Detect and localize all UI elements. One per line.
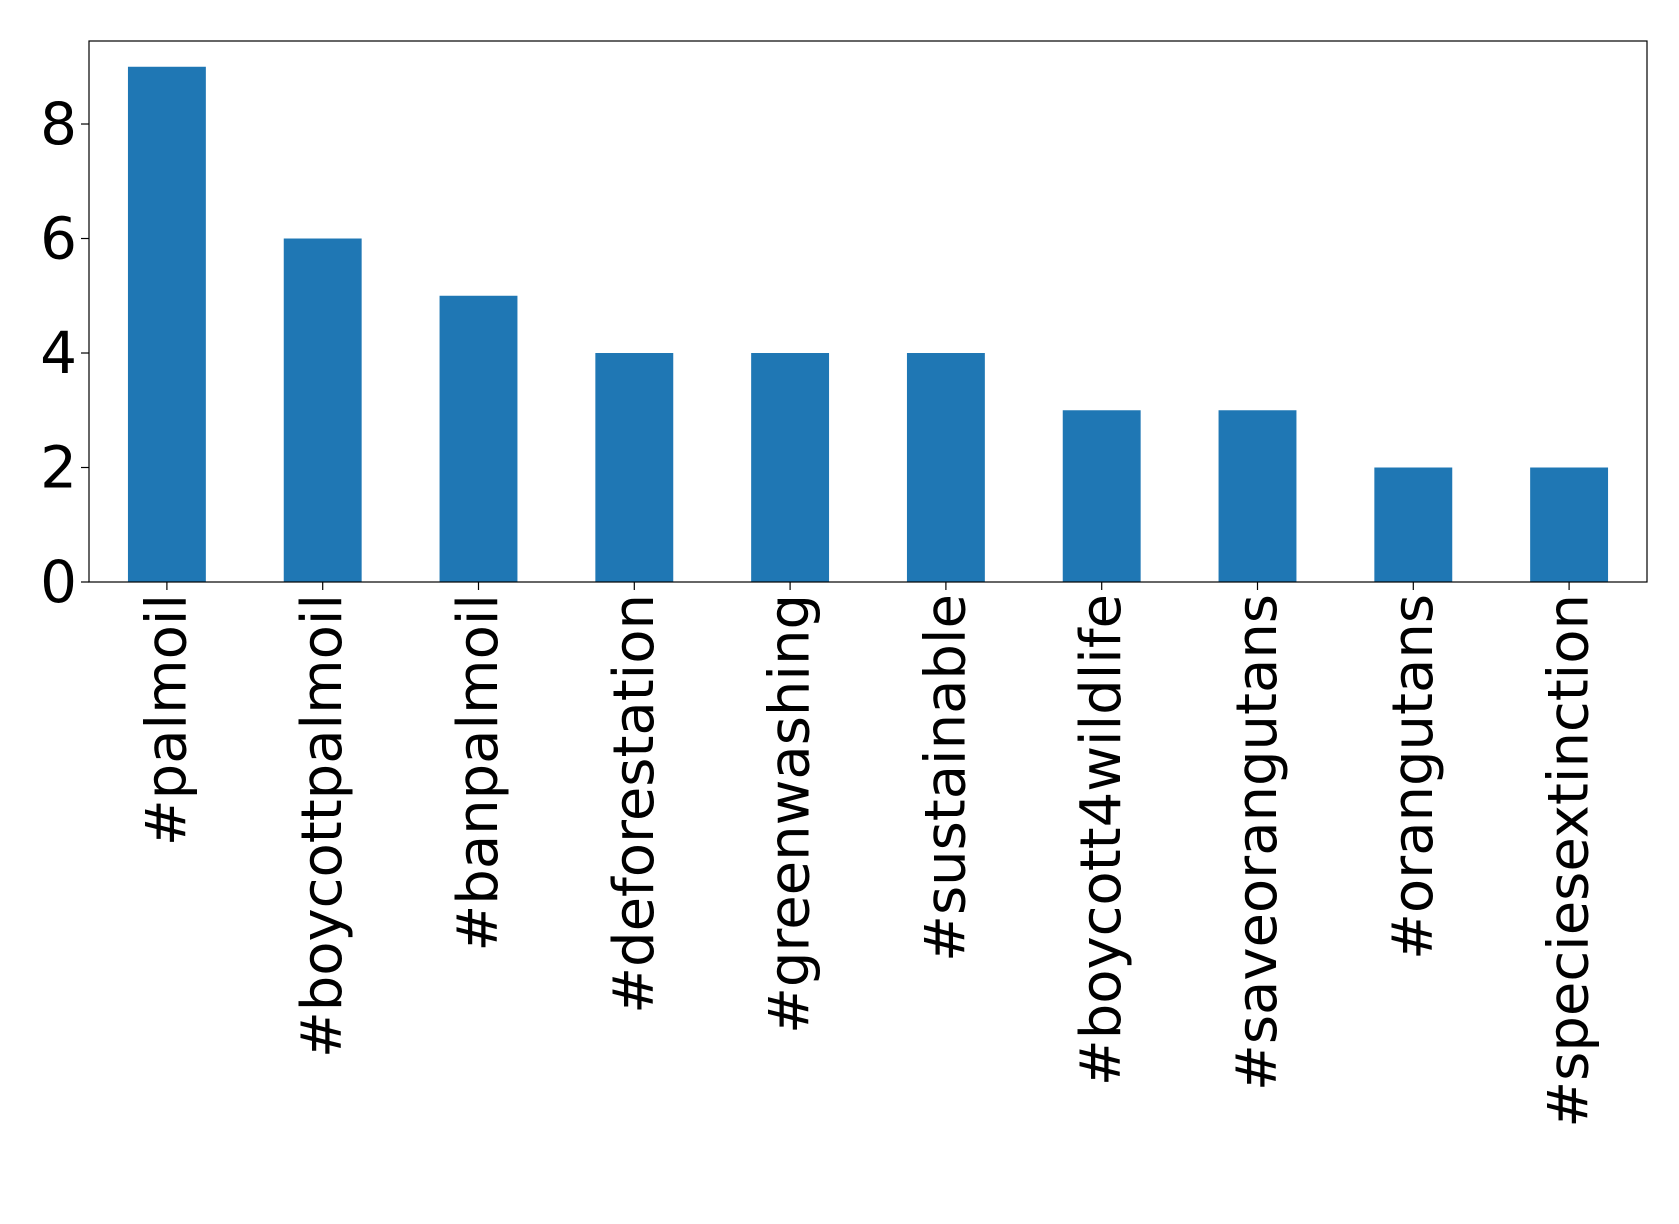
y-tick-label: 0	[40, 548, 77, 616]
x-tick-label: #boycottpalmoil	[290, 594, 355, 1058]
x-tick-label: #deforestation	[602, 594, 667, 1014]
x-tick-label: #orangutans	[1381, 594, 1446, 960]
bar	[1530, 467, 1609, 582]
x-tick-label: #speciesextinction	[1537, 594, 1602, 1128]
x-tick-label: #sustainable	[913, 594, 978, 962]
bar	[1062, 410, 1141, 582]
y-tick-label: 6	[40, 205, 77, 273]
x-tick-label: #boycott4wildlife	[1069, 594, 1134, 1086]
bar	[439, 295, 518, 582]
bar	[906, 353, 985, 582]
x-tick-label: #greenwashing	[758, 594, 823, 1034]
y-tick-label: 4	[40, 319, 77, 387]
bar	[1218, 410, 1297, 582]
bar	[1374, 467, 1453, 582]
x-tick-label: #banpalmoil	[446, 594, 511, 952]
y-tick-label: 2	[40, 434, 77, 502]
bar	[751, 353, 830, 582]
plot-frame	[88, 40, 1648, 583]
bar	[283, 238, 362, 582]
bar	[127, 66, 206, 582]
x-tick-label: #saveorangutans	[1225, 594, 1290, 1091]
y-tick-label: 8	[40, 90, 77, 158]
x-tick-label: #palmoil	[134, 594, 199, 846]
bar	[595, 353, 674, 582]
